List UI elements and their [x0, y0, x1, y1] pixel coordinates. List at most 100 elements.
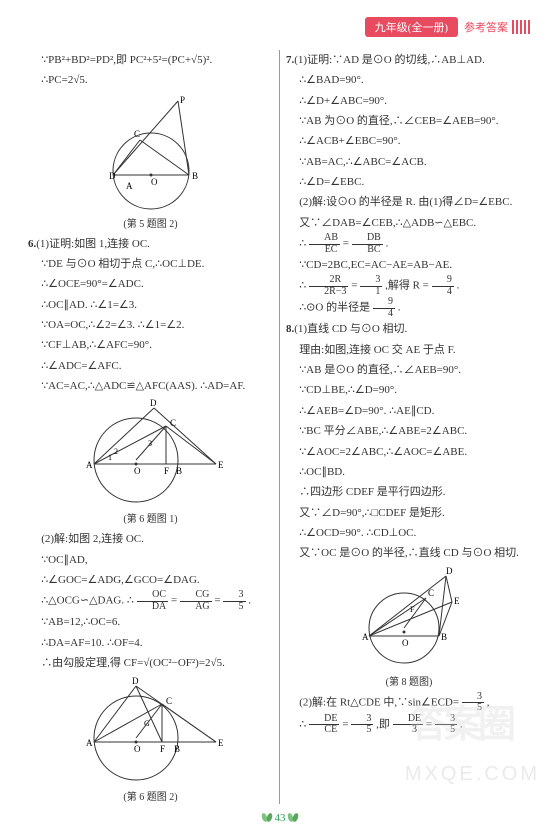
- page-number: 43: [0, 812, 560, 824]
- text-line: ∵CF⊥AB,∴∠AFC=90°.: [28, 335, 273, 355]
- problem-head: 6.(1)证明:如图 1,连接 OC.: [28, 234, 273, 254]
- svg-text:D: D: [446, 566, 453, 576]
- leaf-icon: [262, 812, 272, 824]
- text-span: ∴: [299, 238, 306, 250]
- text-line: ∴ ABEC = DBBC .: [286, 233, 532, 255]
- svg-text:C: C: [428, 588, 434, 598]
- svg-text:A: A: [86, 460, 93, 470]
- text-line: ∵AC=AC,∴△ADC≌△AFC(AAS). ∴AD=AF.: [28, 376, 273, 396]
- svg-text:F: F: [164, 466, 169, 476]
- right-column: 7.(1)证明:∵AD 是⊙O 的切线,∴AB⊥AD. ∴∠BAD=90°. ∴…: [280, 50, 538, 804]
- text-line: (2)解:如图 2,连接 OC.: [28, 529, 273, 549]
- svg-text:E: E: [218, 738, 224, 748]
- text-line: ∵PB²+BD²=PD²,即 PC²+5²=(PC+√5)².: [28, 50, 273, 70]
- svg-text:D: D: [150, 398, 157, 408]
- text-span: =: [214, 595, 220, 607]
- text-line: ∵OA=OC,∴∠2=∠3. ∴∠1=∠2.: [28, 315, 273, 335]
- text-line: ∵CD⊥BE,∴∠D=90°.: [286, 380, 532, 400]
- problem-number: 7.: [286, 54, 294, 66]
- svg-text:C: C: [166, 696, 172, 706]
- text-span: (1)证明:∵AD 是⊙O 的切线,∴AB⊥AD.: [294, 54, 484, 66]
- text-line: ∴∠BAD=90°.: [286, 70, 532, 90]
- text-line: 又∵OC 是⊙O 的半径,∴直线 CD 与⊙O 相切.: [286, 543, 532, 563]
- page-number-value: 43: [275, 812, 286, 824]
- svg-text:E: E: [218, 460, 224, 470]
- text-span: ∴: [299, 718, 306, 730]
- problem-head: 8.(1)直线 CD 与⊙O 相切.: [286, 319, 532, 339]
- svg-text:3: 3: [148, 439, 152, 448]
- svg-text:G: G: [144, 719, 150, 728]
- fraction: CGAG: [180, 590, 212, 612]
- text-span: (1)证明:如图 1,连接 OC.: [36, 238, 150, 250]
- text-line: ∴∠OCE=90°=∠ADC.: [28, 274, 273, 294]
- svg-text:F: F: [160, 744, 165, 754]
- figure-caption: (第 6 题图 1): [28, 510, 273, 525]
- text-span: (1)直线 CD 与⊙O 相切.: [294, 323, 407, 335]
- figure-5: D A O B C P: [28, 93, 273, 213]
- text-line: ∴∠AEB=∠D=90°. ∴AE∥CD.: [286, 401, 532, 421]
- text-span: =: [426, 718, 432, 730]
- text-line: ∵OC∥AD,: [28, 550, 273, 570]
- text-span: .: [398, 302, 401, 314]
- fraction: ABEC: [309, 233, 340, 255]
- text-span: .: [460, 718, 463, 730]
- svg-text:O: O: [134, 744, 141, 754]
- text-line: ∴∠D=∠EBC.: [286, 172, 532, 192]
- problem-number: 6.: [28, 238, 36, 250]
- text-line: ∴∠ACB+∠EBC=90°.: [286, 131, 532, 151]
- text-span: =: [342, 718, 348, 730]
- header: 九年级(全一册) 参考答案: [365, 18, 530, 36]
- leaf-icon: [288, 812, 298, 824]
- text-line: ∵BC 平分∠ABE,∴∠ABE=2∠ABC.: [286, 421, 532, 441]
- text-line: ∴OC∥BD.: [286, 462, 532, 482]
- svg-text:P: P: [180, 95, 185, 105]
- svg-text:C: C: [170, 418, 176, 428]
- figure-6-2: A D C O G F B E: [28, 676, 273, 786]
- content-columns: ∵PB²+BD²=PD²,即 PC²+5²=(PC+√5)². ∴PC=2√5.…: [22, 50, 538, 804]
- grade-pill: 九年级(全一册): [365, 17, 458, 37]
- text-line: ∴DA=AF=10. ∴OF=4.: [28, 633, 273, 653]
- figure-8: A O B C F E D: [286, 566, 532, 671]
- text-span: =: [343, 238, 349, 250]
- svg-text:B: B: [176, 466, 182, 476]
- text-line: ∴∠D+∠ABC=90°.: [286, 91, 532, 111]
- svg-text:O: O: [402, 638, 409, 648]
- fraction: 31: [360, 275, 382, 297]
- text-span: ∴△OCG∽△DAG. ∴: [41, 595, 134, 607]
- text-line: ∴∠ADC=∠AFC.: [28, 356, 273, 376]
- text-span: ∴⊙O 的半径是: [299, 302, 373, 314]
- figure-caption: (第 8 题图): [286, 673, 532, 688]
- text-span: ∴: [299, 280, 306, 292]
- text-span: .: [386, 238, 389, 250]
- text-line: ∵AB=AC,∴∠ABC=∠ACB.: [286, 152, 532, 172]
- text-line: ∵AB 为⊙O 的直径,∴∠CEB=∠AEB=90°.: [286, 111, 532, 131]
- figure-caption: (第 6 题图 2): [28, 788, 273, 803]
- text-line: ∵CD=2BC,EC=AC−AE=AB−AE.: [286, 255, 532, 275]
- problem-head: 7.(1)证明:∵AD 是⊙O 的切线,∴AB⊥AD.: [286, 50, 532, 70]
- svg-text:A: A: [126, 181, 133, 191]
- text-line: ∵DE 与⊙O 相切于点 C,∴OC⊥DE.: [28, 254, 273, 274]
- text-line: ∴ 2R2R−3 = 31 ,解得 R = 94 .: [286, 275, 532, 297]
- text-span: (2)解:在 Rt△CDE 中,∵sin∠ECD=: [299, 696, 459, 708]
- text-line: ∴∠OCD=90°. ∴CD⊥OC.: [286, 523, 532, 543]
- fraction: 2R2R−3: [309, 275, 349, 297]
- text-line: ∴⊙O 的半径是 94 .: [286, 297, 532, 319]
- text-line: ∴∠GOC=∠ADG,∠GCO=∠DAG.: [28, 570, 273, 590]
- problem-number: 8.: [286, 323, 294, 335]
- left-column: ∵PB²+BD²=PD²,即 PC²+5²=(PC+√5)². ∴PC=2√5.…: [22, 50, 280, 804]
- text-span: ,解得 R =: [385, 280, 429, 292]
- text-line: ∴PC=2√5.: [28, 70, 273, 90]
- svg-text:B: B: [192, 171, 198, 181]
- svg-text:O: O: [151, 177, 158, 187]
- text-span: ,即: [376, 718, 390, 730]
- fraction: 94: [373, 297, 395, 319]
- svg-text:O: O: [134, 466, 141, 476]
- text-span: .: [457, 280, 460, 292]
- text-span: .: [248, 595, 251, 607]
- fraction: 94: [432, 275, 454, 297]
- svg-text:B: B: [174, 744, 180, 754]
- fraction: DE3: [393, 714, 424, 736]
- svg-text:D: D: [109, 171, 116, 181]
- text-span: ,: [487, 696, 490, 708]
- header-label: 参考答案: [464, 19, 508, 35]
